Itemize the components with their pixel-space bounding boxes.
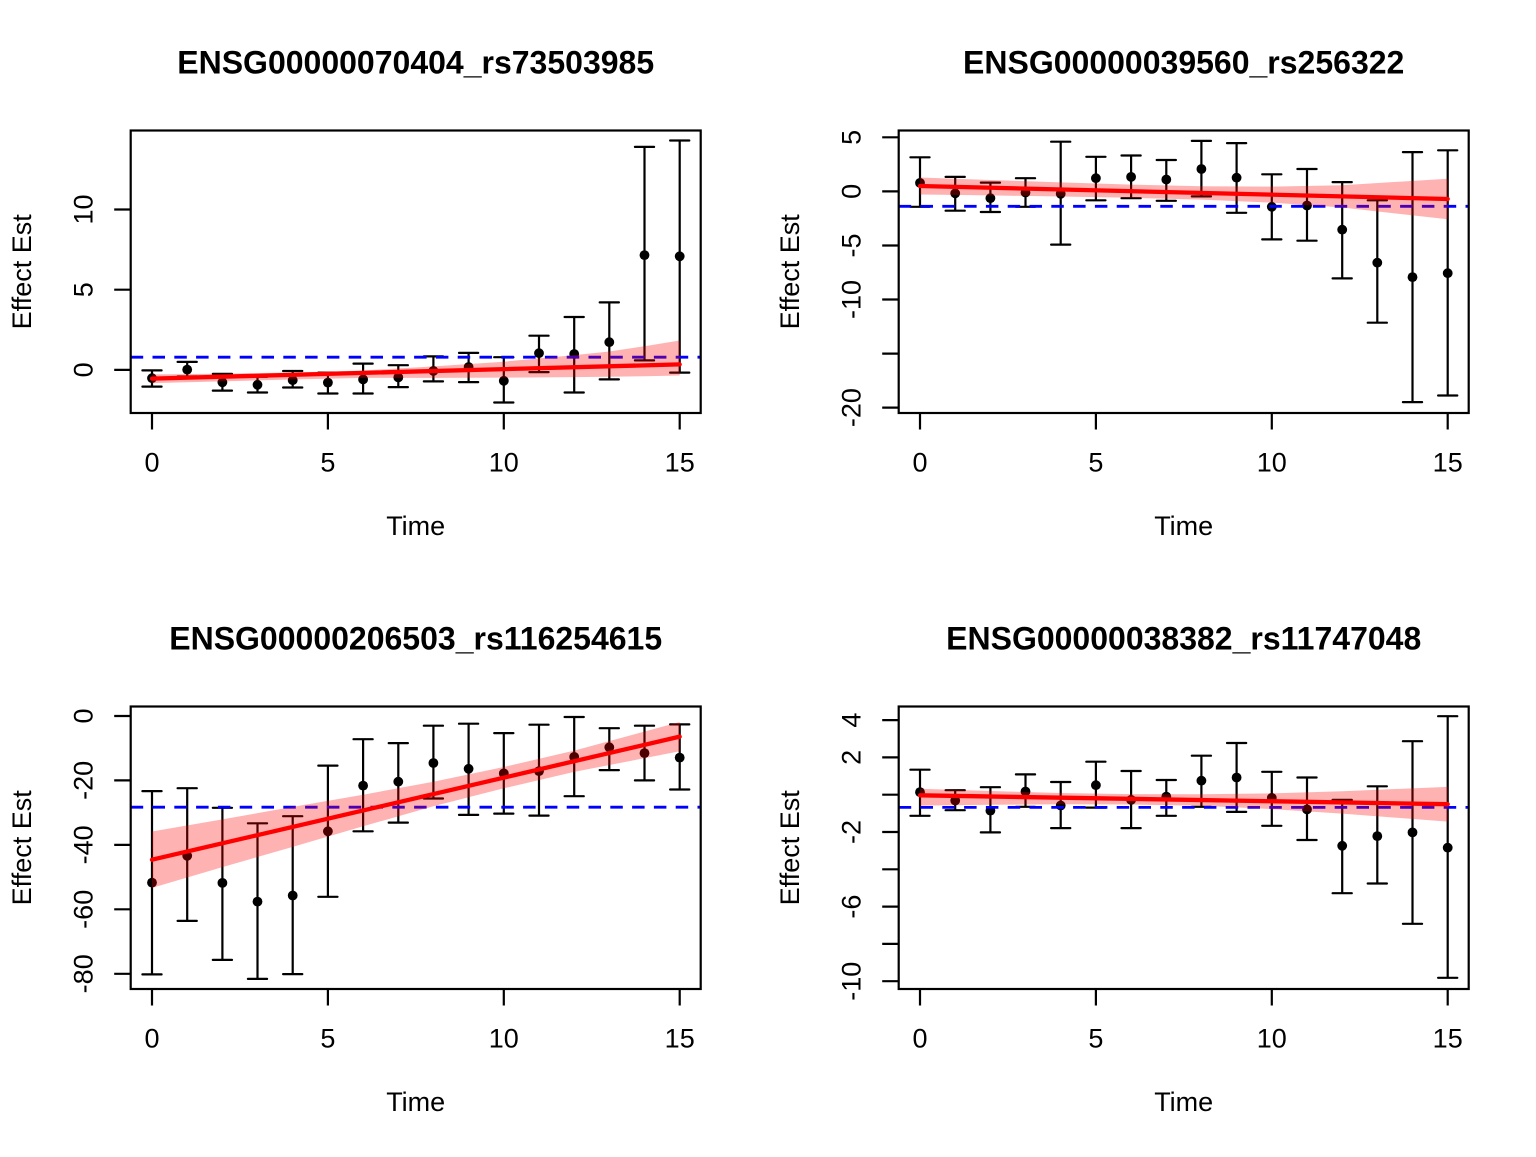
svg-text:Effect Est: Effect Est: [775, 790, 805, 906]
svg-text:10: 10: [69, 194, 99, 224]
svg-text:15: 15: [665, 448, 695, 478]
svg-text:15: 15: [1433, 448, 1463, 478]
svg-text:-40: -40: [69, 825, 99, 864]
svg-text:0: 0: [69, 708, 99, 723]
svg-text:-5: -5: [837, 233, 867, 257]
svg-text:10: 10: [1257, 1024, 1287, 1054]
svg-text:5: 5: [1088, 1024, 1103, 1054]
svg-text:ENSG00000070404_rs73503985: ENSG00000070404_rs73503985: [177, 44, 654, 80]
svg-text:4: 4: [837, 713, 867, 728]
svg-text:Time: Time: [386, 1087, 445, 1117]
svg-text:ENSG00000206503_rs116254615: ENSG00000206503_rs116254615: [169, 620, 662, 656]
svg-text:Effect Est: Effect Est: [7, 214, 37, 330]
svg-text:Time: Time: [1154, 511, 1213, 541]
svg-text:0: 0: [144, 448, 159, 478]
svg-text:-20: -20: [69, 761, 99, 800]
svg-text:0: 0: [69, 362, 99, 377]
svg-text:0: 0: [837, 184, 867, 199]
svg-text:Time: Time: [1154, 1087, 1213, 1117]
svg-text:5: 5: [320, 448, 335, 478]
svg-text:0: 0: [912, 448, 927, 478]
svg-text:-10: -10: [837, 962, 867, 1001]
svg-text:-6: -6: [837, 895, 867, 919]
svg-text:5: 5: [320, 1024, 335, 1054]
svg-text:10: 10: [1257, 448, 1287, 478]
svg-text:15: 15: [665, 1024, 695, 1054]
svg-text:0: 0: [912, 1024, 927, 1054]
svg-text:2: 2: [837, 750, 867, 765]
svg-text:5: 5: [69, 282, 99, 297]
svg-text:5: 5: [837, 130, 867, 145]
svg-text:ENSG00000038382_rs11747048: ENSG00000038382_rs11747048: [946, 620, 1421, 656]
svg-text:15: 15: [1433, 1024, 1463, 1054]
svg-text:ENSG00000039560_rs256322: ENSG00000039560_rs256322: [963, 44, 1404, 80]
svg-text:10: 10: [489, 1024, 519, 1054]
svg-text:Effect Est: Effect Est: [775, 214, 805, 330]
svg-text:Time: Time: [386, 511, 445, 541]
svg-text:-10: -10: [837, 280, 867, 319]
svg-text:-20: -20: [837, 388, 867, 427]
svg-text:5: 5: [1088, 448, 1103, 478]
svg-text:0: 0: [144, 1024, 159, 1054]
svg-text:10: 10: [489, 448, 519, 478]
svg-text:-80: -80: [69, 954, 99, 993]
svg-text:-60: -60: [69, 890, 99, 929]
svg-text:Effect Est: Effect Est: [7, 790, 37, 906]
svg-text:-2: -2: [837, 820, 867, 844]
